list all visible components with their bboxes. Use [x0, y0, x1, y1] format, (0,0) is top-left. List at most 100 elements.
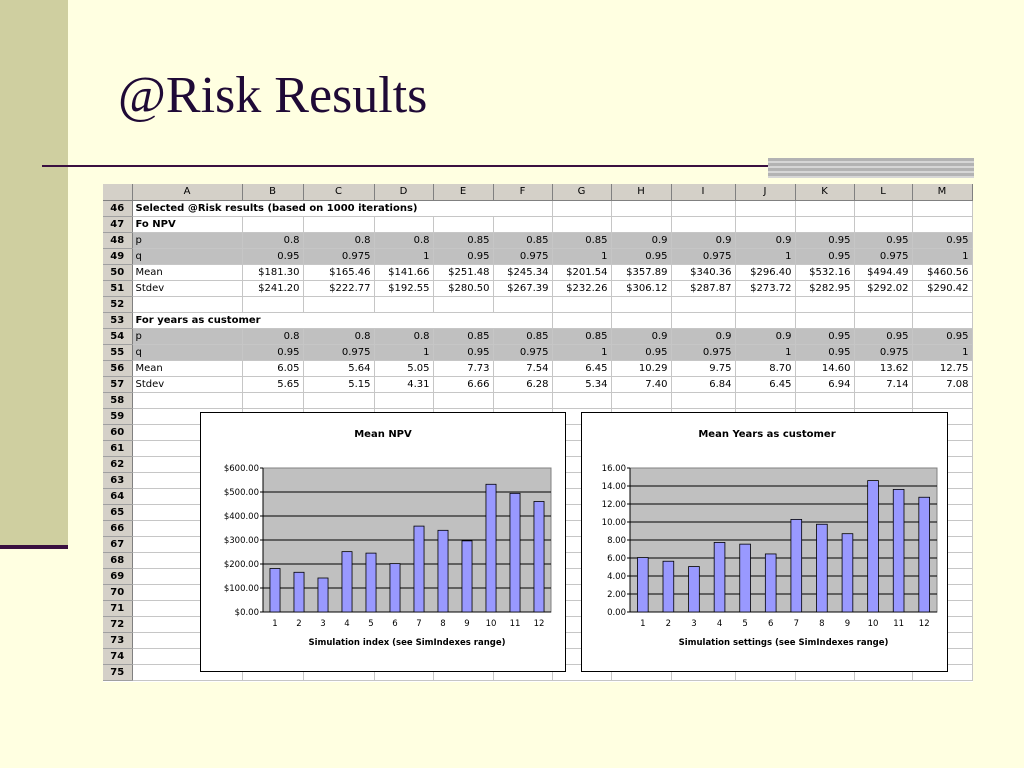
row-header[interactable]: 64 — [103, 488, 133, 505]
data-cell[interactable]: $532.16 — [795, 264, 855, 281]
data-cell[interactable]: 13.62 — [854, 360, 913, 377]
data-cell[interactable] — [854, 296, 913, 313]
row-label-cell[interactable]: q — [132, 248, 243, 265]
data-cell[interactable]: $306.12 — [611, 280, 672, 297]
data-cell[interactable]: 0.9 — [735, 232, 796, 249]
data-cell[interactable]: $201.54 — [552, 264, 612, 281]
data-cell[interactable] — [303, 296, 375, 313]
data-cell[interactable]: $165.46 — [303, 264, 375, 281]
data-cell[interactable] — [493, 216, 553, 233]
data-cell[interactable]: 0.95 — [795, 344, 855, 361]
data-cell[interactable] — [552, 312, 612, 329]
data-cell[interactable]: 0.95 — [912, 328, 973, 345]
row-header[interactable]: 46 — [103, 200, 133, 217]
data-cell[interactable] — [552, 392, 612, 409]
data-cell[interactable] — [433, 216, 494, 233]
data-cell[interactable]: 0.85 — [552, 232, 612, 249]
data-cell[interactable]: 0.9 — [735, 328, 796, 345]
row-label-cell[interactable]: Mean — [132, 360, 243, 377]
row-label-cell[interactable]: Mean — [132, 264, 243, 281]
data-cell[interactable] — [735, 296, 796, 313]
data-cell[interactable]: 7.08 — [912, 376, 973, 393]
row-header[interactable]: 67 — [103, 536, 133, 553]
column-header[interactable]: M — [912, 184, 973, 201]
row-header[interactable]: 52 — [103, 296, 133, 313]
data-cell[interactable]: 0.95 — [854, 232, 913, 249]
row-label-cell[interactable]: Stdev — [132, 376, 243, 393]
data-cell[interactable] — [552, 296, 612, 313]
select-all-corner[interactable] — [103, 184, 133, 201]
data-cell[interactable]: 5.34 — [552, 376, 612, 393]
data-cell[interactable] — [671, 392, 736, 409]
data-cell[interactable] — [493, 392, 553, 409]
data-cell[interactable]: 6.84 — [671, 376, 736, 393]
data-cell[interactable] — [912, 296, 973, 313]
data-cell[interactable]: 1 — [552, 248, 612, 265]
row-label-cell[interactable]: Fo NPV — [132, 216, 243, 233]
data-cell[interactable] — [242, 296, 304, 313]
data-cell[interactable]: 0.95 — [242, 248, 304, 265]
data-cell[interactable]: $292.02 — [854, 280, 913, 297]
data-cell[interactable] — [795, 200, 855, 217]
row-label-cell[interactable]: q — [132, 344, 243, 361]
column-header[interactable]: L — [854, 184, 913, 201]
data-cell[interactable]: 0.975 — [671, 248, 736, 265]
data-cell[interactable] — [303, 216, 375, 233]
row-header[interactable]: 57 — [103, 376, 133, 393]
data-cell[interactable] — [303, 392, 375, 409]
data-cell[interactable] — [611, 296, 672, 313]
data-cell[interactable]: $273.72 — [735, 280, 796, 297]
data-cell[interactable]: 0.8 — [374, 328, 434, 345]
data-cell[interactable]: $280.50 — [433, 280, 494, 297]
data-cell[interactable]: $267.39 — [493, 280, 553, 297]
data-cell[interactable]: 1 — [912, 344, 973, 361]
row-header[interactable]: 55 — [103, 344, 133, 361]
data-cell[interactable]: 0.95 — [912, 232, 973, 249]
data-cell[interactable]: 0.975 — [303, 248, 375, 265]
row-header[interactable]: 75 — [103, 664, 133, 681]
data-cell[interactable]: 7.40 — [611, 376, 672, 393]
row-header[interactable]: 69 — [103, 568, 133, 585]
data-cell[interactable] — [552, 200, 612, 217]
data-cell[interactable]: 0.9 — [611, 232, 672, 249]
data-cell[interactable]: 14.60 — [795, 360, 855, 377]
data-cell[interactable]: 1 — [735, 248, 796, 265]
data-cell[interactable]: 0.9 — [671, 232, 736, 249]
row-header[interactable]: 68 — [103, 552, 133, 569]
data-cell[interactable]: $287.87 — [671, 280, 736, 297]
data-cell[interactable] — [374, 216, 434, 233]
data-cell[interactable] — [795, 296, 855, 313]
data-cell[interactable] — [374, 296, 434, 313]
data-cell[interactable]: 1 — [735, 344, 796, 361]
data-cell[interactable] — [611, 312, 672, 329]
data-cell[interactable]: 0.975 — [854, 344, 913, 361]
data-cell[interactable] — [795, 216, 855, 233]
row-header[interactable]: 60 — [103, 424, 133, 441]
data-cell[interactable]: 7.54 — [493, 360, 553, 377]
data-cell[interactable]: $282.95 — [795, 280, 855, 297]
row-header[interactable]: 51 — [103, 280, 133, 297]
row-header[interactable]: 50 — [103, 264, 133, 281]
row-header[interactable]: 47 — [103, 216, 133, 233]
row-header[interactable]: 63 — [103, 472, 133, 489]
data-cell[interactable] — [854, 312, 913, 329]
column-header[interactable]: F — [493, 184, 553, 201]
row-header[interactable]: 70 — [103, 584, 133, 601]
data-cell[interactable]: $192.55 — [374, 280, 434, 297]
data-cell[interactable]: 6.66 — [433, 376, 494, 393]
column-header[interactable]: B — [242, 184, 304, 201]
data-cell[interactable]: 0.8 — [303, 232, 375, 249]
data-cell[interactable] — [854, 392, 913, 409]
data-cell[interactable]: 0.95 — [611, 248, 672, 265]
data-cell[interactable] — [611, 200, 672, 217]
data-cell[interactable]: 0.85 — [433, 328, 494, 345]
data-cell[interactable] — [611, 216, 672, 233]
data-cell[interactable]: 0.95 — [795, 328, 855, 345]
data-cell[interactable] — [735, 200, 796, 217]
row-label-cell[interactable] — [132, 296, 243, 313]
data-cell[interactable]: 0.95 — [854, 328, 913, 345]
data-cell[interactable] — [854, 216, 913, 233]
data-cell[interactable]: $494.49 — [854, 264, 913, 281]
row-header[interactable]: 66 — [103, 520, 133, 537]
row-label-cell[interactable]: p — [132, 328, 243, 345]
